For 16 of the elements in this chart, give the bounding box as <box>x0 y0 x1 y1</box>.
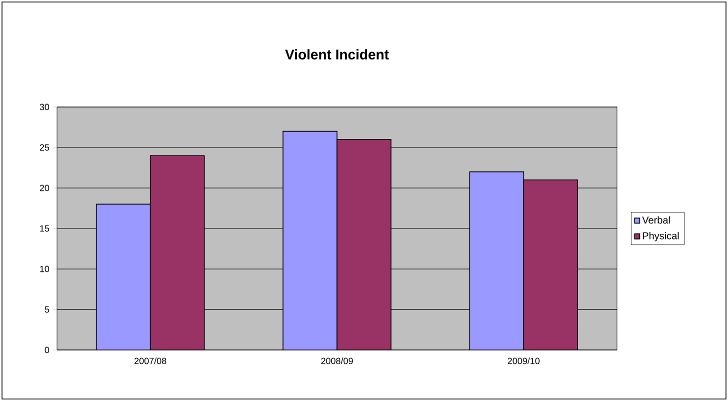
bar <box>282 130 338 350</box>
x-tick-label: 2008/09 <box>321 358 353 364</box>
y-tick-label: 10 <box>40 266 50 272</box>
x-tick-label: 2007/08 <box>134 358 166 364</box>
y-tick-label: 0 <box>44 346 50 354</box>
bar <box>96 204 151 350</box>
y-tick-label: 20 <box>40 184 50 192</box>
bar <box>469 171 524 350</box>
y-tick-label: 30 <box>40 104 50 110</box>
legend-label: Verbal <box>642 216 670 224</box>
chart-title: Violent Incident <box>285 49 389 60</box>
y-tick-label: 25 <box>40 144 50 151</box>
y-tick-label: 15 <box>40 225 50 232</box>
legend-label: Physical <box>642 232 679 242</box>
x-tick-label: 2009/10 <box>508 358 540 364</box>
y-tick-label: 5 <box>44 306 50 313</box>
